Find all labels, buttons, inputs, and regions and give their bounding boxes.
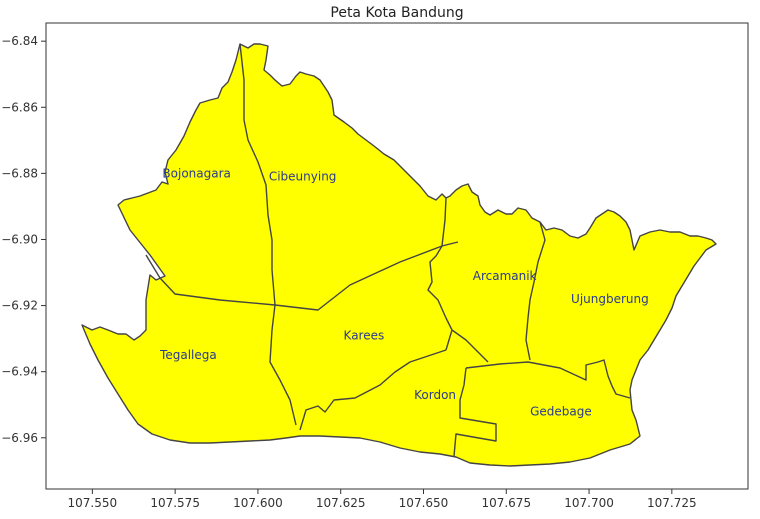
x-axis: 107.550 107.575 107.600 107.625 107.650 107.6… xyxy=(68,489,697,510)
boundary-west-central xyxy=(269,304,297,426)
x-tick-label: 107.600 xyxy=(233,496,283,510)
x-tick-label: 107.575 xyxy=(150,496,200,510)
boundary-tegallega-north xyxy=(145,241,459,311)
x-tick-label: 107.725 xyxy=(647,496,697,510)
y-tick-label: −6.84 xyxy=(1,34,38,48)
region-label-cibeunying: Cibeunying xyxy=(269,170,337,184)
region-labels: Bojonagara Cibeunying Arcamanik Ujungberung… xyxy=(159,166,649,418)
region-label-arcamanik: Arcamanik xyxy=(473,269,537,283)
city-outline xyxy=(81,43,717,467)
map-title: Peta Kota Bandung xyxy=(330,5,463,21)
x-tick-label: 107.700 xyxy=(564,496,614,510)
x-tick-label: 107.625 xyxy=(316,496,366,510)
region-label-karees: Karees xyxy=(344,328,385,342)
y-tick-label: −6.92 xyxy=(1,299,38,313)
y-tick-label: −6.94 xyxy=(1,365,38,379)
y-axis: −6.84 −6.86 −6.88 −6.90 −6.92 −6.94 −6.96 xyxy=(1,34,46,445)
region-label-tegallega: Tegallega xyxy=(159,348,217,362)
region-label-ujungberung: Ujungberung xyxy=(571,292,649,306)
axes-frame xyxy=(45,22,749,490)
x-tick-label: 107.650 xyxy=(399,496,449,510)
boundary-bojonagara-cibeunying xyxy=(239,43,276,306)
boundary-arcamanik-ujungberung xyxy=(525,221,546,361)
boundary-kordon-gedebage xyxy=(453,367,497,457)
region-label-kordon: Kordon xyxy=(414,388,456,402)
y-tick-label: −6.96 xyxy=(1,431,38,445)
boundary-karees-kordon xyxy=(299,349,447,431)
x-tick-label: 107.550 xyxy=(68,496,118,510)
boundary-karees-arcamanik xyxy=(427,197,453,351)
region-label-gedebage: Gedebage xyxy=(530,404,592,418)
x-tick-label: 107.675 xyxy=(481,496,531,510)
y-tick-label: −6.88 xyxy=(1,166,38,180)
y-tick-label: −6.86 xyxy=(1,100,38,114)
y-tick-label: −6.90 xyxy=(1,232,38,246)
boundary-gedebage-north xyxy=(465,359,631,399)
city-area xyxy=(81,43,717,467)
boundary-arcamanik-south xyxy=(451,329,489,363)
region-label-bojonagara: Bojonagara xyxy=(162,166,230,180)
